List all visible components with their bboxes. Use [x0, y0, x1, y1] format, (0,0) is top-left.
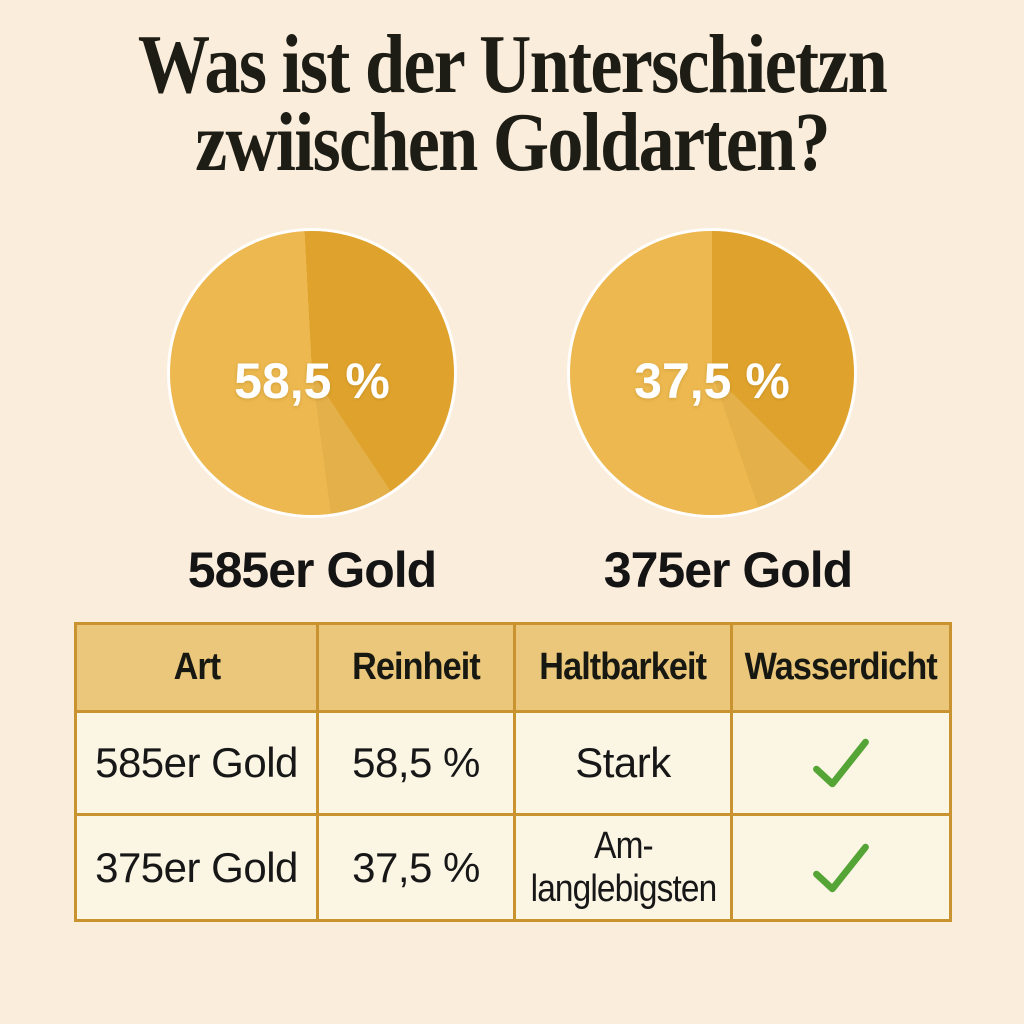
title-line-2: zwiischen Goldarten?: [195, 96, 831, 189]
pie-chart-585er-gold: 58,5 %: [170, 231, 454, 515]
page-title: Was ist der Unterschietzn zwiischen Gold…: [72, 18, 953, 189]
pie-585-percent-label: 58,5 %: [234, 353, 390, 409]
cell-row2-reinheit: 37,5 %: [319, 816, 516, 919]
header-haltbarkeit-label: Haltbarkeit: [539, 646, 708, 688]
checkmark-icon: [813, 843, 869, 892]
cell-row1-haltbarkeit: Stark: [516, 713, 733, 816]
header-cell-reinheit: Reinheit: [319, 625, 516, 713]
header-cell-art: Art: [77, 625, 319, 713]
comparison-table: Art Reinheit Haltbarkeit Wasserdicht 585…: [74, 622, 952, 922]
pie-585-caption: 585er Gold: [187, 542, 437, 598]
cell-row1-wasserdicht: [733, 713, 949, 816]
cell-row2-haltbarkeit-label: Am- langlebigsten: [530, 824, 717, 910]
cell-row1-art: 585er Gold: [77, 713, 319, 816]
header-art-label: Art: [173, 646, 221, 688]
header-reinheit-label: Reinheit: [352, 646, 481, 688]
cell-row2-art: 375er Gold: [77, 816, 319, 919]
checkmark-icon: [813, 738, 869, 788]
title-line-1: Was ist der Unterschietzn: [137, 18, 888, 111]
header-wasserdicht-label: Wasserdicht: [744, 646, 938, 688]
cell-row2-wasserdicht: [733, 816, 949, 919]
pie-375-caption: 375er Gold: [603, 542, 853, 598]
header-cell-haltbarkeit: Haltbarkeit: [516, 625, 733, 713]
cell-row1-reinheit: 58,5 %: [319, 713, 516, 816]
pie-chart-375er-gold: 37,5 %: [570, 231, 854, 515]
pie-375-percent-label: 37,5 %: [634, 353, 790, 409]
header-cell-wasserdicht: Wasserdicht: [733, 625, 949, 713]
cell-row2-haltbarkeit: Am- langlebigsten: [516, 816, 733, 919]
